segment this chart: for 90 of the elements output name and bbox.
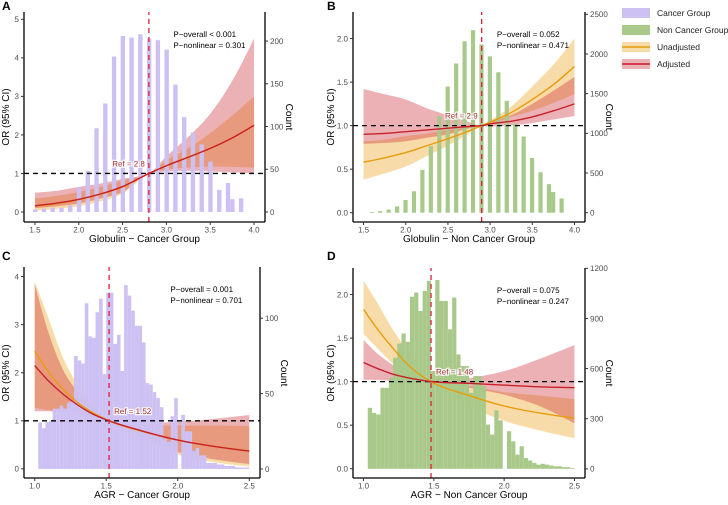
y2-tick-label: 1200 <box>590 264 608 274</box>
chart-title: B <box>327 0 336 13</box>
y-axis-title: OR (95% CI) <box>1 344 13 402</box>
x-tick-label: 1.5 <box>428 482 440 491</box>
annotation: P−overall = 0.001 <box>170 284 234 295</box>
y2-tick-label: 200 <box>270 36 284 46</box>
x-tick-label: 1.5 <box>100 482 112 491</box>
y-axis-title: OR (95% CI) <box>326 344 338 402</box>
y2-tick-label: 2000 <box>590 50 608 59</box>
y2-tick-label: 0 <box>590 464 595 474</box>
x-tick-label: 3.5 <box>204 226 216 235</box>
y-tick-label: 0.5 <box>336 420 349 430</box>
y-tick-label: 1.0 <box>336 121 349 130</box>
y2-tick-label: 150 <box>270 80 284 89</box>
x-tick-label: 3.0 <box>160 226 173 235</box>
ref-line-label: Ref = 2.8 <box>112 159 146 168</box>
y2-tick-label: 50 <box>265 389 274 398</box>
y2-tick-label: 2500 <box>590 10 608 20</box>
y-axis-title: OR (95% CI) <box>1 88 13 146</box>
x-axis-title: AGR − Cancer Group <box>94 490 190 502</box>
chart-title: D <box>327 249 336 263</box>
x-tick-label: 1.5 <box>358 226 370 235</box>
y2-axis-title: Count <box>603 104 614 130</box>
y-tick-label: 0 <box>14 464 20 474</box>
y-tick-label: 0.0 <box>336 208 349 218</box>
y-tick-label: 1 <box>14 416 20 426</box>
x-tick-label: 2.5 <box>244 482 256 491</box>
chart-title: A <box>2 0 11 13</box>
y-tick-label: 3 <box>14 92 20 102</box>
x-tick-label: 3.5 <box>526 226 538 235</box>
y2-tick-label: 1500 <box>590 90 608 99</box>
x-tick-label: 2.5 <box>117 226 129 235</box>
y2-tick-label: 0 <box>270 208 275 217</box>
y2-tick-label: 100 <box>265 314 279 324</box>
x-tick-label: 1.0 <box>29 482 41 491</box>
annotation: P−nonlinear = 0.471 <box>496 40 569 51</box>
x-axis-title: AGR − Non Cancer Group <box>410 490 528 502</box>
y-tick-label: 2 <box>14 368 20 378</box>
x-tick-label: 2.5 <box>568 482 581 491</box>
y-tick-label: 1.5 <box>336 78 349 87</box>
annotation: P−nonlinear = 0.247 <box>496 296 569 307</box>
x-tick-label: 2.5 <box>442 226 454 235</box>
y2-tick-label: 100 <box>270 122 284 132</box>
x-tick-label: 4.0 <box>568 226 581 235</box>
y-tick-label: 1.0 <box>336 377 349 386</box>
y-tick-label: 5 <box>14 15 20 24</box>
y-tick-label: 1 <box>14 169 20 178</box>
chart-title: C <box>2 249 11 263</box>
y2-tick-label: 300 <box>590 414 604 424</box>
annotation: P−nonlinear = 0.301 <box>173 40 246 51</box>
annotation: P−overall = 0.075 <box>496 285 561 296</box>
x-tick-label: 3.0 <box>484 226 496 235</box>
annotation: P−nonlinear = 0.701 <box>170 295 242 306</box>
y2-tick-label: 0 <box>590 208 595 218</box>
legend-label: Unadjusted <box>657 42 700 52</box>
x-tick-label: 2.0 <box>73 226 85 235</box>
y-tick-label: 0.0 <box>336 464 349 474</box>
y2-tick-label: 1000 <box>590 129 608 138</box>
x-tick-label: 2.0 <box>172 482 184 491</box>
x-tick-label: 1.0 <box>358 482 370 491</box>
x-axis-title: Globulin − Non Cancer Group <box>402 234 536 246</box>
annotation: P−overall = 0.052 <box>496 29 561 40</box>
x-tick-label: 1.5 <box>29 226 42 235</box>
y2-tick-label: 600 <box>590 364 604 374</box>
y2-tick-label: 500 <box>590 168 604 178</box>
legend-label: Cancer Group <box>657 8 710 18</box>
y2-tick-label: 900 <box>590 314 604 324</box>
y2-axis-title: Count <box>277 359 289 386</box>
y-tick-label: 4 <box>14 272 20 282</box>
y-tick-label: 1.5 <box>336 334 349 343</box>
legend-label: Adjusted <box>657 58 690 68</box>
y-tick-label: 2 <box>14 130 20 140</box>
y2-tick-label: 50 <box>270 165 280 174</box>
y-tick-label: 2.0 <box>336 290 349 300</box>
ref-line-label: Ref = 1.52 <box>114 406 152 416</box>
y-tick-label: 0.5 <box>336 164 349 174</box>
x-tick-label: 2.0 <box>498 482 510 491</box>
y2-tick-label: 0 <box>265 464 270 474</box>
x-tick-label: 4.0 <box>248 226 260 235</box>
annotation: P−overall < 0.001 <box>173 29 238 40</box>
y2-axis-title: Count <box>603 360 614 386</box>
y-tick-label: 0 <box>14 208 20 217</box>
y-tick-label: 4 <box>14 54 20 63</box>
y-axis-title: OR (95% CI) <box>326 88 338 146</box>
y-tick-label: 3 <box>14 320 20 330</box>
y2-axis-title: Count <box>283 104 294 130</box>
y-tick-label: 2.0 <box>336 34 349 44</box>
x-tick-label: 2.0 <box>400 226 412 235</box>
legend-label: Non Cancer Group <box>657 24 728 34</box>
x-axis-title: Globulin − Cancer Group <box>89 234 200 246</box>
